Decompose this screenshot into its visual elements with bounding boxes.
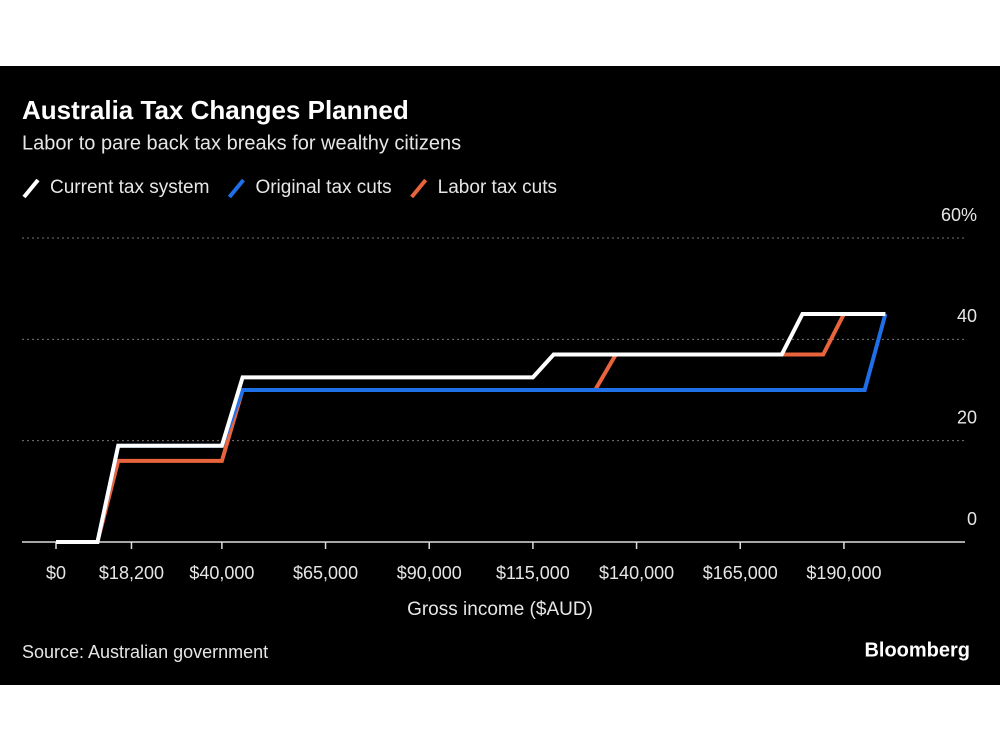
x-tick-label: $0 [46,563,66,583]
legend-label: Original tax cuts [255,177,391,198]
legend-label: Current tax system [50,177,209,198]
x-tick-label: $140,000 [599,563,674,583]
x-tick-label: $165,000 [703,563,778,583]
legend-label: Labor tax cuts [438,177,557,198]
x-tick-label: $115,000 [496,563,570,583]
brand: Bloomberg [864,639,970,661]
y-tick-label: 0 [967,509,977,529]
y-tick-label: 40 [957,306,977,326]
chart-subtitle: Labor to pare back tax breaks for wealth… [22,132,461,154]
x-tick-label: $90,000 [397,563,462,583]
y-tick-label: 20 [957,407,977,427]
x-tick-label: $190,000 [806,563,881,583]
x-axis-label: Gross income ($AUD) [407,599,593,620]
legend-swatch [22,178,40,199]
y-tick-label: 60% [941,205,977,225]
x-tick-label: $18,200 [99,563,164,583]
series-line [56,312,886,544]
legend-swatch [227,178,245,199]
legend-swatch [410,178,428,199]
x-tick-label: $65,000 [293,563,358,583]
x-tick-label: $40,000 [189,563,254,583]
chart-title: Australia Tax Changes Planned [22,95,409,125]
source: Source: Australian government [22,642,268,662]
